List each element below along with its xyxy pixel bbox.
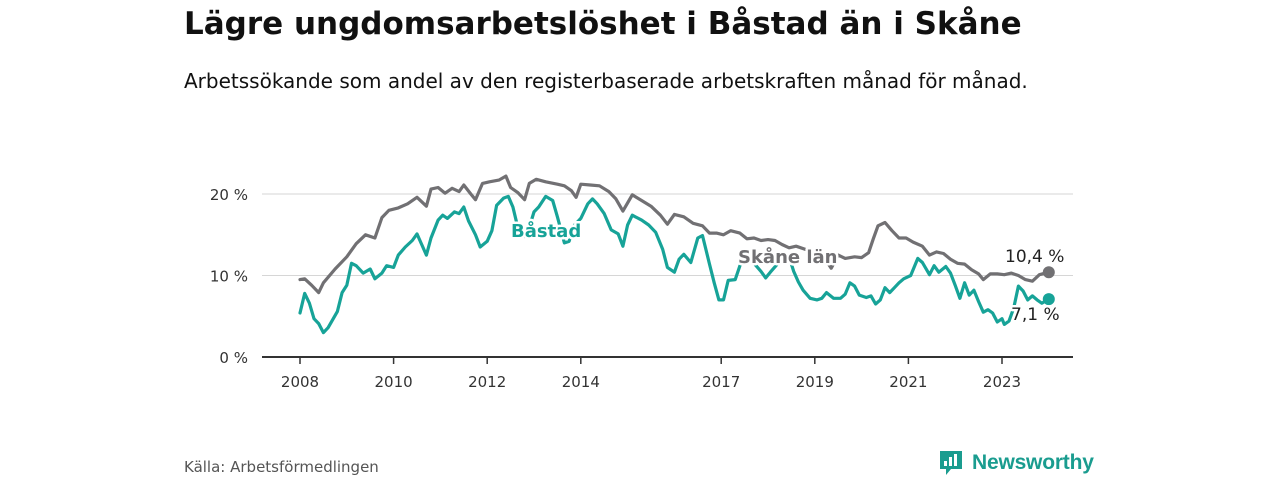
y-tick-label: 10 % — [210, 268, 248, 286]
x-axis-ticks: 2008 2010 2012 2014 2017 2019 2021 2023 — [281, 357, 1021, 391]
chart-title: Lägre ungdomsarbetslöshet i Båstad än i … — [184, 6, 1022, 42]
series-label-bastad-halo: Båstad — [511, 220, 581, 242]
end-label-bastad: 7,1 % — [1011, 305, 1060, 325]
x-tick-label: 2012 — [468, 373, 506, 391]
series-endpoint-skane — [1042, 266, 1055, 279]
series-label-skane-halo: Skåne län — [738, 246, 838, 268]
series-label-skane: Skåne län — [738, 246, 838, 268]
end-label-skane: 10,4 % — [1005, 247, 1064, 267]
source-note: Källa: Arbetsförmedlingen — [184, 458, 379, 476]
x-tick-label: 2010 — [375, 373, 413, 391]
series-line-bastad — [298, 194, 1051, 335]
x-tick-label: 2008 — [281, 373, 319, 391]
y-tick-label: 0 % — [219, 349, 248, 367]
x-tick-label: 2023 — [983, 373, 1021, 391]
series-label-bastad: Båstad — [511, 220, 581, 242]
end-label-skane-halo: 10,4 % — [1005, 247, 1064, 267]
newsworthy-logo-icon — [940, 451, 962, 475]
x-tick-label: 2019 — [796, 373, 834, 391]
series-line-skane — [298, 174, 1051, 295]
gridlines — [262, 193, 1073, 276]
chart-subtitle: Arbetssökande som andel av den registerb… — [184, 69, 1028, 93]
x-tick-label: 2021 — [889, 373, 927, 391]
x-tick-label: 2014 — [562, 373, 600, 391]
brand-logo: Newsworthy — [938, 449, 1094, 477]
series-endpoint-bastad — [1042, 293, 1055, 306]
series-lines — [298, 174, 1055, 335]
y-axis-ticks: 0 % 10 % 20 % — [210, 186, 248, 367]
x-tick-label: 2017 — [702, 373, 740, 391]
brand-name: Newsworthy — [972, 451, 1094, 474]
y-tick-label: 20 % — [210, 186, 248, 204]
end-label-bastad-halo: 7,1 % — [1011, 305, 1060, 325]
